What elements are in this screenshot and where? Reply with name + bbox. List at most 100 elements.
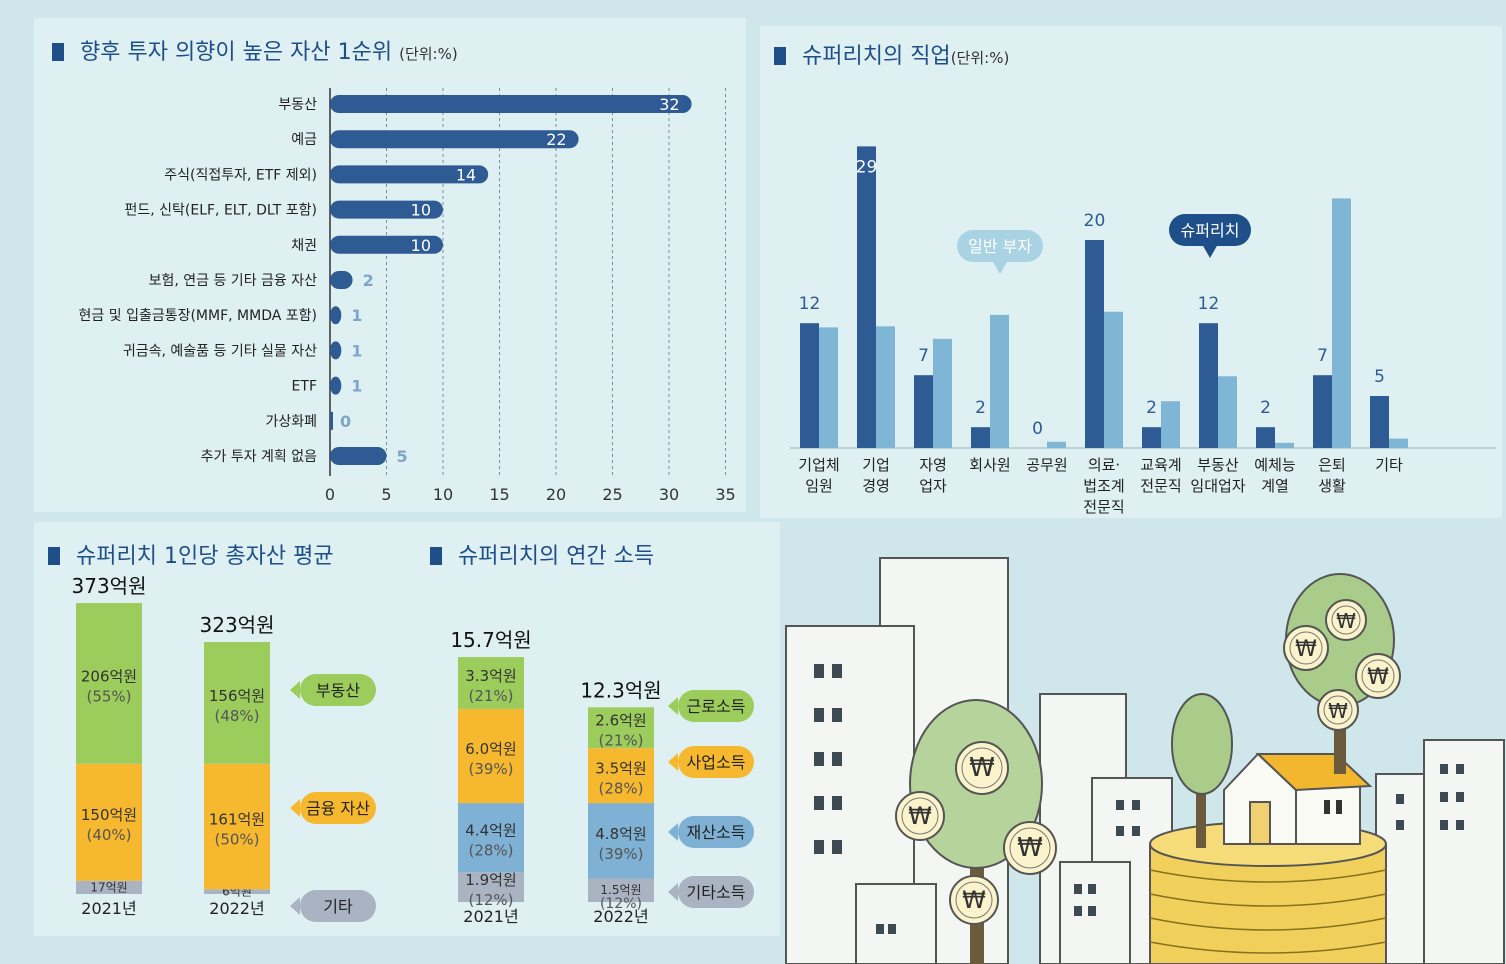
legend-tag-bg [300, 674, 376, 706]
bar-value-label: 0 [1032, 419, 1043, 439]
legend-tag-pointer [668, 697, 678, 715]
coin-symbol: ₩ [1336, 609, 1356, 633]
coin-face [1003, 821, 1057, 875]
income-chart-title: 슈퍼리치의 연간 소득 [430, 538, 654, 570]
legend-bubble-bg [1169, 214, 1251, 246]
coin-symbol: ₩ [1017, 833, 1043, 863]
series-legend-tag: 부동산 [290, 674, 376, 706]
segment-percent-label: (39%) [598, 845, 643, 863]
segment-value-label: 3.3억원 [465, 667, 516, 685]
series-legend-tag: 사업소득 [668, 746, 754, 778]
legend-tag-label: 사업소득 [687, 753, 746, 772]
x-tick-label: 10 [433, 485, 453, 504]
coin-symbol: ₩ [962, 886, 986, 914]
coin-rim [1331, 605, 1361, 635]
x-tick-label: 35 [715, 485, 735, 504]
segment-value-label: 161억원 [209, 811, 265, 829]
bar-general-rich [933, 338, 952, 448]
year-label: 2022년 [593, 907, 648, 926]
bar-super-rich [1370, 396, 1389, 448]
x-tick-label: 15 [489, 485, 509, 504]
segment-value-label: 156억원 [209, 687, 265, 705]
bar [330, 95, 692, 113]
coin-symbol: ₩ [1328, 699, 1348, 723]
coin-symbol: ₩ [908, 802, 932, 830]
legend-super-rich: 슈퍼리치 [1169, 214, 1251, 258]
legend-tag-pointer [668, 823, 678, 841]
coin-symbol: ₩ [969, 753, 995, 783]
panel-assets-income: 슈퍼리치 1인당 총자산 평균 슈퍼리치의 연간 소득 17억원 150억원 (40… [34, 522, 780, 936]
occupation-bar-chart: 12기업체임원29기업경영7자영업자2회사원0공무원20의료·법조계전문직2교육… [790, 146, 1496, 516]
bar-general-rich [990, 314, 1009, 448]
bar-general-rich [1389, 438, 1408, 448]
category-label: 가상화폐 [265, 414, 317, 430]
stack-segment [458, 708, 524, 804]
segment-value-label: 4.4억원 [465, 822, 516, 840]
category-label: 귀금속, 예술품 등 기타 실물 자산 [123, 343, 317, 359]
stack-total-label: 323억원 [200, 613, 275, 637]
series-legend-tag: 기타소득 [668, 876, 754, 908]
stack-total-label: 373억원 [72, 574, 147, 598]
segment-percent-label: (21%) [598, 732, 643, 750]
x-tick-label: 25 [602, 485, 622, 504]
category-label: 생활 [1318, 477, 1346, 495]
stack-segment [458, 657, 524, 709]
year-label: 2021년 [81, 899, 136, 918]
category-label: 기업체 [798, 456, 839, 474]
segment-percent-label: (50%) [214, 831, 259, 849]
series-legend-tag: 근로소득 [668, 690, 754, 722]
category-label: 은퇴 [1318, 456, 1346, 474]
segment-percent-label: (55%) [86, 687, 131, 705]
stacked-bar-charts: 17억원150억원(40%)206억원(55%)373억원2021년6억원161… [72, 574, 754, 926]
coin-rim [955, 881, 993, 919]
title-bullet-icon [430, 547, 442, 565]
segment-value-label: 2.6억원 [595, 712, 646, 730]
panel-invest-intent: 향후 투자 의향이 높은 자산 1순위 (단위:%) 0 5 10 15 20 25 30 3… [34, 18, 746, 512]
title-bullet-icon [52, 43, 64, 61]
legend-general-rich: 일반 부자 [957, 230, 1043, 274]
segment-percent-label: (40%) [86, 826, 131, 844]
category-label: 전문직 [1140, 477, 1181, 495]
category-label: 법조계 [1083, 477, 1124, 495]
won-coin-icon: ₩ [1325, 599, 1367, 641]
category-label: 채권 [291, 238, 317, 254]
legend-tag-pointer [290, 897, 300, 915]
category-label: 임대업자 [1190, 477, 1245, 495]
stack-segment [458, 872, 524, 902]
legend-tag-label: 부동산 [316, 681, 360, 700]
coin-face [895, 791, 945, 841]
won-coin-icon: ₩ [955, 741, 1009, 795]
x-tick-label: 5 [381, 485, 391, 504]
legend-tag-label: 재산소득 [687, 823, 746, 842]
legend-tag-pointer [290, 681, 300, 699]
coin-symbol: ₩ [1295, 637, 1317, 662]
year-label: 2021년 [463, 907, 518, 926]
segment-percent-label: (48%) [214, 707, 259, 725]
house-icon [1223, 752, 1373, 845]
segment-value-label: 6.0억원 [465, 740, 516, 758]
won-coin-icon: ₩ [949, 875, 999, 925]
category-label: 회사원 [969, 456, 1010, 474]
segment-percent-label: (39%) [468, 760, 513, 778]
legend-tag-bg [678, 746, 754, 778]
stack-total-label: 15.7억원 [450, 628, 531, 652]
stack-segment [458, 803, 524, 873]
bar [330, 130, 579, 149]
bar-general-rich [1332, 198, 1351, 448]
stack-segment [588, 748, 654, 804]
category-label: 예금 [291, 132, 317, 148]
legend-tag-pointer [290, 799, 300, 817]
coin-symbol: ₩ [1367, 665, 1389, 690]
segment-value-label: 4.8억원 [595, 825, 646, 843]
stack-segment [588, 803, 654, 879]
bar [330, 271, 353, 289]
bar [330, 411, 333, 430]
occupation-title-text: 슈퍼리치의 직업 [802, 44, 951, 69]
stack-segment [76, 880, 142, 894]
segment-percent-label: (12%) [468, 891, 513, 909]
legend-tag-bg [300, 792, 376, 824]
category-label: 교육계 [1140, 456, 1181, 474]
segment-value-label: 3.5억원 [595, 760, 646, 778]
category-label: 의료· [1088, 456, 1120, 474]
legend-tag-label: 금융 자산 [306, 799, 370, 818]
